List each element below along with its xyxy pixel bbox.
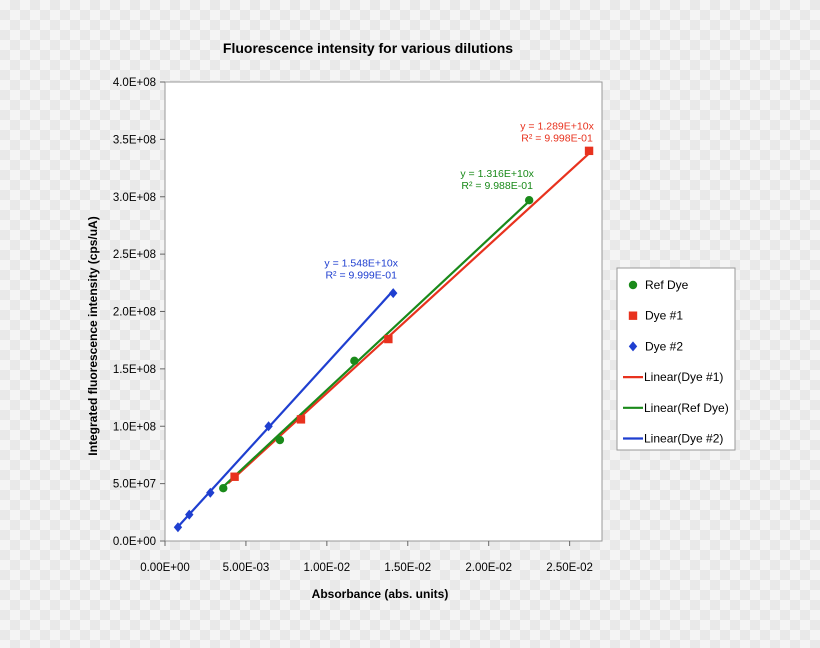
x-tick-label: 5.00E-03: [223, 562, 270, 574]
data-point: [264, 421, 273, 432]
data-point: [185, 509, 194, 520]
trendline-r-squared: R² = 9.988E-01: [461, 180, 533, 192]
trendline: [222, 200, 530, 488]
data-point: [524, 195, 534, 205]
data-points: [173, 146, 594, 533]
trendline-equation: y = 1.289E+10x: [520, 120, 594, 132]
y-tick-label: 2.5E+08: [113, 249, 156, 261]
legend-marker: [628, 341, 638, 352]
y-tick-label: 1.5E+08: [113, 364, 156, 376]
data-point: [230, 472, 239, 481]
trendline: [227, 152, 590, 485]
y-tick-label: 1.0E+08: [113, 421, 156, 433]
y-tick-label: 0.0E+00: [113, 536, 156, 548]
legend-label: Linear(Dye #2): [644, 432, 723, 446]
y-tick-label: 4.0E+08: [113, 77, 156, 89]
legend-label: Linear(Ref Dye): [644, 401, 729, 415]
y-tick-label: 3.5E+08: [113, 134, 156, 146]
trendline-r-squared: R² = 9.999E-01: [325, 270, 397, 282]
x-axis-title: Absorbance (abs. units): [312, 587, 449, 601]
data-point: [219, 484, 228, 493]
chart-title: Fluorescence intensity for various dilut…: [223, 40, 513, 56]
x-tick-label: 1.50E-02: [384, 562, 431, 574]
legend-marker: [628, 280, 638, 290]
plot-area: [164, 81, 603, 542]
x-axis-ticks: 0.00E+00 5.00E-03 1.00E-02 1.50E-02 2.00E-02…: [140, 541, 593, 574]
x-tick-label: 0.00E+00: [140, 562, 190, 574]
x-tick-label: 1.00E-02: [304, 562, 351, 574]
trendlines: [177, 152, 590, 528]
trendline-equation: y = 1.548E+10x: [324, 258, 398, 270]
data-point: [206, 487, 215, 498]
data-point: [275, 435, 285, 445]
y-tick-label: 2.0E+08: [113, 307, 156, 319]
data-point: [384, 334, 393, 344]
legend-marker: [628, 311, 638, 320]
legend: Ref Dye Dye #1 Dye #2 Linear(Dye #1) Linear(…: [616, 267, 736, 451]
data-point: [173, 522, 183, 533]
y-axis-title: Integrated fluorescence intensity (cps/u…: [86, 216, 100, 455]
data-point: [296, 415, 306, 424]
trendline: [177, 289, 395, 528]
legend-label: Dye #1: [645, 309, 683, 323]
x-tick-label: 2.00E-02: [465, 562, 512, 574]
y-axis-ticks: 0.0E+00 5.0E+07 1.0E+08 1.5E+08 2.0E+08 2.5E+…: [113, 77, 165, 548]
x-tick-label: 2.50E-02: [546, 562, 593, 574]
data-point: [350, 356, 359, 366]
trendline-r-squared: R² = 9.998E-01: [521, 132, 593, 144]
legend-label: Ref Dye: [645, 278, 689, 292]
legend-box: [616, 267, 736, 451]
legend-label: Linear(Dye #1): [644, 370, 723, 384]
y-tick-label: 5.0E+07: [113, 479, 156, 491]
data-point: [584, 146, 594, 156]
legend-label: Dye #2: [645, 339, 683, 353]
y-tick-label: 3.0E+08: [113, 192, 156, 204]
data-point: [389, 288, 398, 299]
trendline-equation: y = 1.316E+10x: [460, 168, 534, 180]
